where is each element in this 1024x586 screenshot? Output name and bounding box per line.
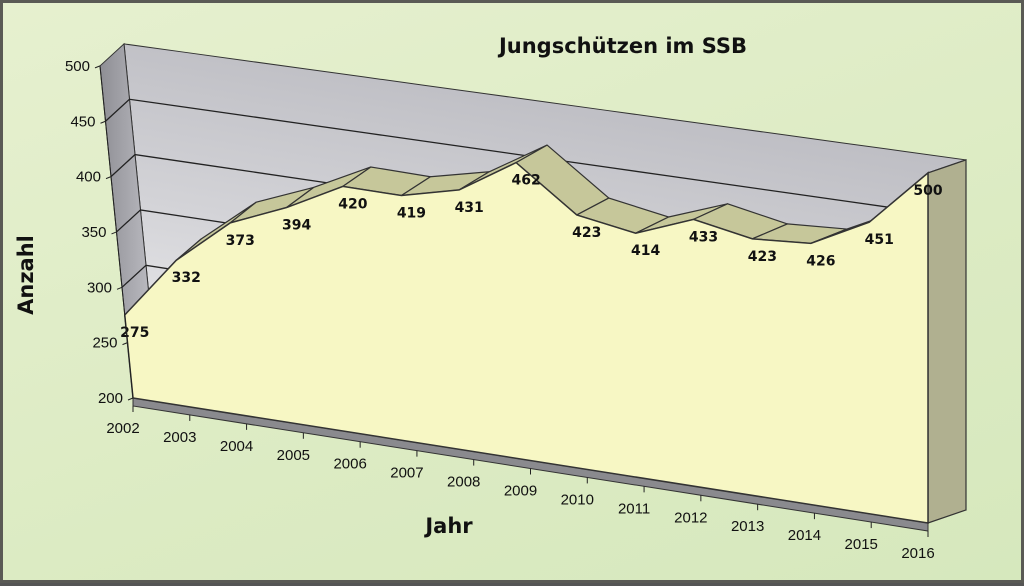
- x-tick-label: 2014: [788, 527, 821, 544]
- data-label: 332: [172, 270, 201, 286]
- x-tick-label: 2006: [333, 456, 366, 473]
- x-tick-label: 2007: [390, 465, 423, 482]
- y-axis-title: Anzahl: [14, 235, 38, 315]
- y-tick-mark: [111, 231, 117, 235]
- y-tick-label: 400: [76, 169, 101, 186]
- x-tick-label: 2005: [277, 447, 310, 464]
- x-tick-label: 2002: [106, 420, 139, 437]
- data-label: 373: [226, 233, 255, 249]
- data-label: 420: [338, 196, 367, 212]
- y-tick-label: 500: [65, 58, 90, 75]
- y-tick-label: 200: [98, 390, 123, 407]
- x-tick-label: 2013: [731, 518, 764, 535]
- y-tick-mark: [100, 120, 106, 124]
- y-tick-mark: [122, 342, 128, 346]
- data-label: 419: [397, 206, 426, 222]
- y-axis-line: [99, 65, 134, 399]
- y-tick-mark: [127, 397, 134, 401]
- data-label: 431: [455, 200, 484, 216]
- y-tick-label: 450: [70, 113, 95, 130]
- x-tick-label: 2008: [447, 474, 480, 491]
- y-tick-mark: [94, 65, 101, 69]
- data-label: 500: [913, 183, 942, 199]
- area-chart-3d: 275 332 373 394 420 419 431 462 423 414 433 423 426 4…: [14, 34, 967, 562]
- area-end-face: [927, 159, 967, 524]
- y-tick-label: 250: [92, 335, 117, 352]
- data-label: 275: [120, 325, 149, 341]
- chart-title: Jungschützen im SSB: [497, 34, 747, 58]
- data-label: 426: [806, 253, 835, 269]
- area-front-face: [123, 161, 929, 524]
- data-label: 433: [689, 229, 718, 245]
- y-tick-label: 350: [81, 224, 106, 241]
- data-label: 394: [282, 218, 311, 234]
- data-label: 462: [511, 173, 540, 189]
- x-tick-label: 2016: [901, 545, 934, 562]
- x-tick-label: 2009: [504, 483, 537, 500]
- x-axis-title: Jahr: [423, 514, 473, 538]
- y-tick-mark: [105, 176, 112, 180]
- x-tick-label: 2012: [674, 509, 707, 526]
- x-tick-label: 2010: [561, 491, 594, 508]
- data-label: 414: [631, 243, 660, 259]
- data-label: 423: [748, 249, 777, 265]
- y-tick-label: 300: [87, 279, 112, 296]
- y-tick-mark: [116, 286, 123, 290]
- x-tick-label: 2015: [845, 536, 878, 553]
- data-label: 451: [865, 232, 894, 248]
- gridline-450: [105, 98, 967, 219]
- x-tick-label: 2004: [220, 438, 253, 455]
- x-tick-label: 2011: [618, 500, 650, 517]
- x-tick-label: 2003: [163, 429, 196, 446]
- data-label: 423: [572, 225, 601, 241]
